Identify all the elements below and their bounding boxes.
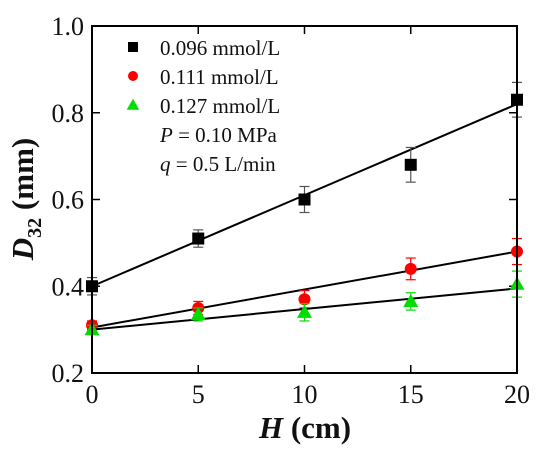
- fit-line: [91, 250, 518, 329]
- annotation-text: = 0.10 MPa: [173, 123, 278, 147]
- y-tick-label: 0.4: [52, 272, 85, 301]
- data-point: [404, 158, 417, 171]
- y-tick-label: 0.6: [52, 186, 85, 215]
- y-axis-subscript: 32: [24, 218, 46, 238]
- legend-label: 0.127 mmol/L: [160, 94, 280, 118]
- data-point: [403, 293, 419, 308]
- x-tick-label: 0: [86, 380, 99, 409]
- legend-label: 0.096 mmol/L: [160, 36, 280, 60]
- legend-marker: [126, 98, 140, 110]
- data-point: [192, 232, 205, 245]
- data-point: [404, 262, 417, 275]
- plot-layer: 0 5 10 15 20 0.2 0.4 0.6 0.8 1.0: [52, 12, 531, 409]
- y-axis-unit: (mm): [5, 138, 40, 218]
- x-tick-label: 15: [398, 380, 424, 409]
- y-tick-label: 1.0: [52, 12, 85, 41]
- data-point: [298, 293, 311, 306]
- annotation-var: q: [160, 152, 171, 176]
- y-axis-var: D: [5, 238, 40, 261]
- x-axis-unit: (cm): [283, 410, 351, 445]
- x-tick-label: 20: [504, 380, 530, 409]
- legend-marker: [128, 42, 138, 52]
- x-axis-var: H: [258, 410, 284, 445]
- annotation: P = 0.10 MPa: [159, 123, 278, 147]
- y-tick-label: 0.2: [52, 359, 85, 388]
- x-axis-title: H (cm): [258, 410, 351, 445]
- data-point: [190, 306, 206, 321]
- y-axis-title: D32 (mm): [5, 138, 46, 261]
- x-tick-label: 5: [192, 380, 205, 409]
- annotation-var: P: [159, 123, 173, 147]
- legend-label: 0.111 mmol/L: [160, 65, 279, 89]
- legend: 0.096 mmol/L 0.111 mmol/L 0.127 mmol/L P = …: [126, 36, 280, 176]
- data-point: [298, 193, 311, 206]
- x-tick-label: 10: [292, 380, 318, 409]
- annotation-text: = 0.5 L/min: [171, 152, 277, 176]
- plot-frame: [91, 25, 518, 374]
- y-tick-label: 0.8: [52, 99, 85, 128]
- annotation: q = 0.5 L/min: [160, 152, 276, 176]
- data-point: [297, 304, 312, 318]
- legend-marker: [128, 71, 138, 81]
